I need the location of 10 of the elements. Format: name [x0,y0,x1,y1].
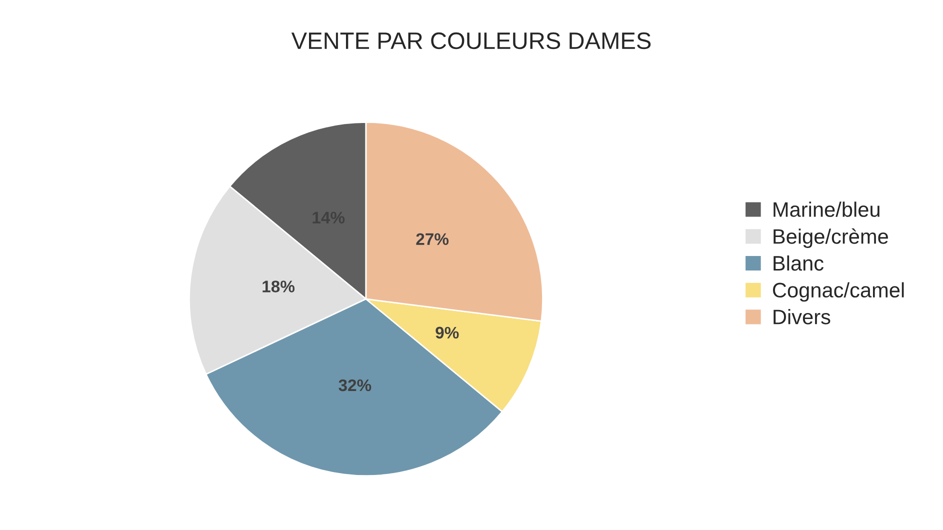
chart-title: VENTE PAR COULEURS DAMES [291,32,651,50]
legend-label: Blanc [774,255,824,271]
legend-label: Beige/crème [774,228,888,248]
legend-label: Cognac/camel [773,282,904,302]
data-label: 27% [416,233,449,245]
data-label: 18% [262,280,295,292]
data-label: 9% [436,326,459,339]
legend-label: Divers [774,309,830,324]
legend-label: Marine/bleu [774,202,880,217]
data-label: 32% [338,379,372,392]
